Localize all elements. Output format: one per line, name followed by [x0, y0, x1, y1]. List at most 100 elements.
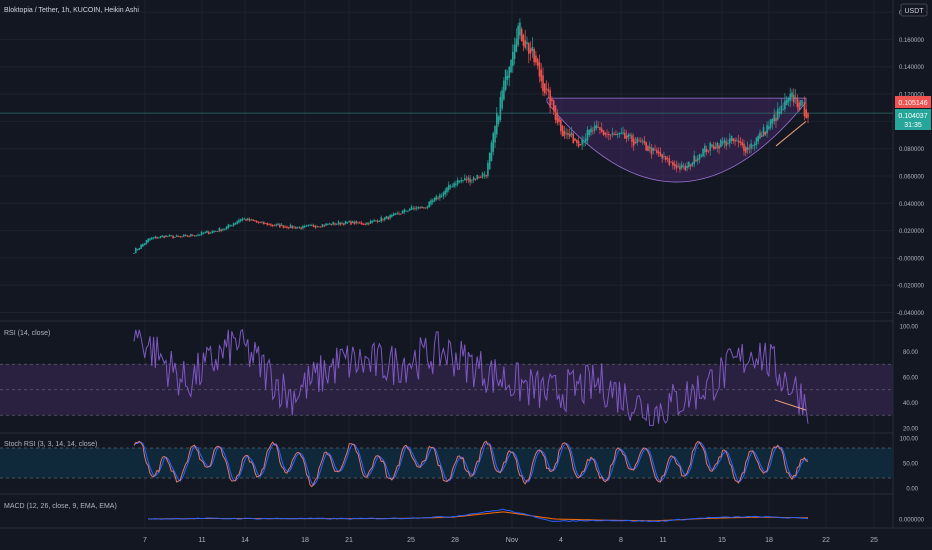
candle-body: [248, 219, 251, 221]
candle-body: [753, 143, 756, 146]
candle-body: [305, 225, 308, 227]
candle-body: [567, 133, 569, 135]
time-tick-label: 25: [870, 537, 878, 544]
candle-body: [373, 220, 375, 222]
candle-body: [604, 132, 607, 135]
candle-body: [542, 75, 544, 92]
time-tick-label: 15: [718, 537, 726, 544]
candle-body: [677, 165, 679, 167]
candle-body: [433, 197, 436, 202]
candle-body: [300, 227, 302, 230]
candle-body: [424, 207, 427, 209]
candle-body: [794, 96, 797, 99]
candle-body: [641, 140, 644, 142]
candle-body: [241, 218, 244, 221]
candle-body: [204, 231, 206, 234]
candle-body: [405, 210, 407, 212]
candle-body: [396, 213, 398, 215]
candle-body: [341, 223, 343, 224]
candle-body: [346, 221, 349, 223]
candle-body: [159, 235, 162, 238]
rsi-tick-label: 60.00: [903, 376, 919, 382]
time-axis[interactable]: 7 11 14 18 21 25 28 Nov 4 8 11 15 18 22 25: [143, 537, 878, 544]
candle-body: [238, 220, 240, 223]
candle-body: [449, 186, 452, 188]
candle-body: [275, 224, 278, 226]
rsi-tick-label: 20.00: [903, 427, 919, 433]
candle-body: [775, 117, 777, 122]
candle-body: [158, 237, 160, 239]
candle-body: [369, 220, 372, 224]
candle-body: [407, 210, 409, 212]
currency-button[interactable]: [900, 3, 928, 17]
candle-body: [570, 132, 573, 136]
candle-body: [458, 180, 461, 183]
candle-body: [190, 234, 192, 237]
rsi-label: RSI (14, close): [4, 330, 50, 337]
candle-body: [807, 113, 809, 118]
candle-body: [170, 235, 173, 237]
candle-body: [378, 221, 381, 222]
candle-body: [133, 253, 135, 254]
candle-body: [782, 108, 784, 110]
candle-body: [284, 226, 286, 228]
candle-body: [257, 221, 260, 223]
candles-group: [133, 18, 809, 254]
candle-body: [707, 150, 710, 152]
candle-body: [535, 55, 537, 63]
candle-body: [318, 226, 320, 228]
candle-body: [168, 234, 171, 237]
candle-body: [556, 112, 559, 123]
candle-body: [435, 196, 438, 200]
candle-body: [693, 155, 695, 165]
candle-body: [398, 213, 400, 215]
candle-body: [784, 100, 786, 110]
candle-body: [736, 140, 738, 142]
candle-body: [743, 143, 745, 152]
candle-body: [652, 147, 655, 152]
candle-body: [367, 223, 370, 225]
candle-body: [270, 224, 272, 226]
cup-pattern[interactable]: [546, 97, 807, 183]
candle-body: [485, 174, 487, 177]
candle-body: [302, 226, 304, 229]
candle-body: [474, 178, 477, 180]
candle-body: [568, 133, 571, 137]
candle-body: [286, 226, 288, 228]
rsi-tick-label: 80.00: [903, 350, 919, 356]
stoch-band: [0, 448, 893, 478]
candle-body: [552, 99, 555, 111]
candle-body: [531, 47, 534, 51]
candle-body: [524, 40, 527, 48]
candle-body: [195, 235, 198, 237]
rsi-divergence-line[interactable]: [774, 399, 807, 411]
candle-body: [327, 224, 329, 226]
candle-body: [664, 156, 667, 160]
candle-body: [172, 235, 174, 239]
candle-body: [188, 235, 190, 237]
candle-body: [207, 231, 210, 235]
candle-body: [245, 219, 247, 221]
candle-body: [385, 216, 388, 219]
candle-body: [296, 227, 299, 229]
stoch-k-line: [133, 440, 809, 488]
candle-body: [737, 140, 740, 143]
last-price-badge: [895, 109, 931, 130]
candle-body: [209, 232, 212, 234]
candle-body: [565, 132, 567, 134]
candle-body: [645, 142, 647, 151]
candle-body: [615, 134, 617, 135]
macd-axis: 0.000000: [899, 518, 925, 524]
time-tick-label: 25: [407, 537, 415, 544]
candle-body: [426, 206, 429, 208]
candle-body: [778, 111, 781, 115]
macd-pane: [147, 508, 809, 523]
time-tick-label: 22: [822, 537, 830, 544]
candle-body: [465, 179, 468, 181]
candle-body: [755, 137, 758, 145]
support-trendline[interactable]: [775, 120, 807, 147]
candle-body: [656, 149, 658, 153]
candle-body: [764, 131, 767, 135]
candle-body: [718, 145, 720, 149]
